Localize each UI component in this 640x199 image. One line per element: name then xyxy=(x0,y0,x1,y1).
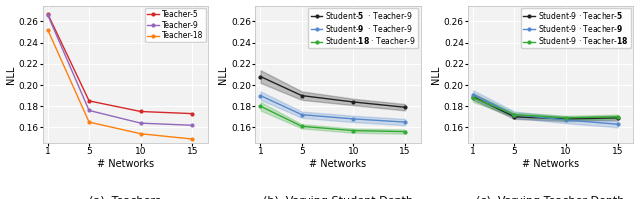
Line: Teacher-9: Teacher-9 xyxy=(46,14,194,127)
X-axis label: # Networks: # Networks xyxy=(309,159,367,169)
Text: (a)  Teachers: (a) Teachers xyxy=(90,196,161,199)
Legend: Student-9 · Teacher-$\bf{5}$, Student-9 · Teacher-$\bf{9}$, Student-9 · Teacher-: Student-9 · Teacher-$\bf{5}$, Student-9 … xyxy=(521,8,631,49)
Teacher-9 xyxy=(189,124,196,126)
Teacher-9 xyxy=(44,14,52,16)
Legend: Teacher-5, Teacher-9, Teacher-18: Teacher-5, Teacher-9, Teacher-18 xyxy=(145,8,205,42)
Teacher-18 xyxy=(189,138,196,140)
Teacher-9 xyxy=(137,122,145,124)
Text: (b)  Varying Student Depth: (b) Varying Student Depth xyxy=(263,196,413,199)
Text: (c)  Varying Teacher Depth: (c) Varying Teacher Depth xyxy=(476,196,625,199)
Legend: Student-$\bf{5}$  · Teacher-9, Student-$\bf{9}$  · Teacher-9, Student-$\bf{18}$ : Student-$\bf{5}$ · Teacher-9, Student-$\… xyxy=(308,8,418,49)
Line: Teacher-18: Teacher-18 xyxy=(46,28,194,140)
Teacher-5 xyxy=(85,100,93,102)
X-axis label: # Networks: # Networks xyxy=(97,159,154,169)
Teacher-18 xyxy=(44,29,52,31)
Y-axis label: NLL: NLL xyxy=(218,65,228,84)
Teacher-5 xyxy=(189,112,196,115)
Teacher-5 xyxy=(44,13,52,15)
Teacher-5 xyxy=(137,110,145,113)
Line: Teacher-5: Teacher-5 xyxy=(46,13,194,115)
Teacher-18 xyxy=(137,133,145,135)
Teacher-18 xyxy=(85,121,93,123)
Y-axis label: NLL: NLL xyxy=(431,65,441,84)
Teacher-9 xyxy=(85,109,93,112)
Y-axis label: NLL: NLL xyxy=(6,65,15,84)
X-axis label: # Networks: # Networks xyxy=(522,159,579,169)
